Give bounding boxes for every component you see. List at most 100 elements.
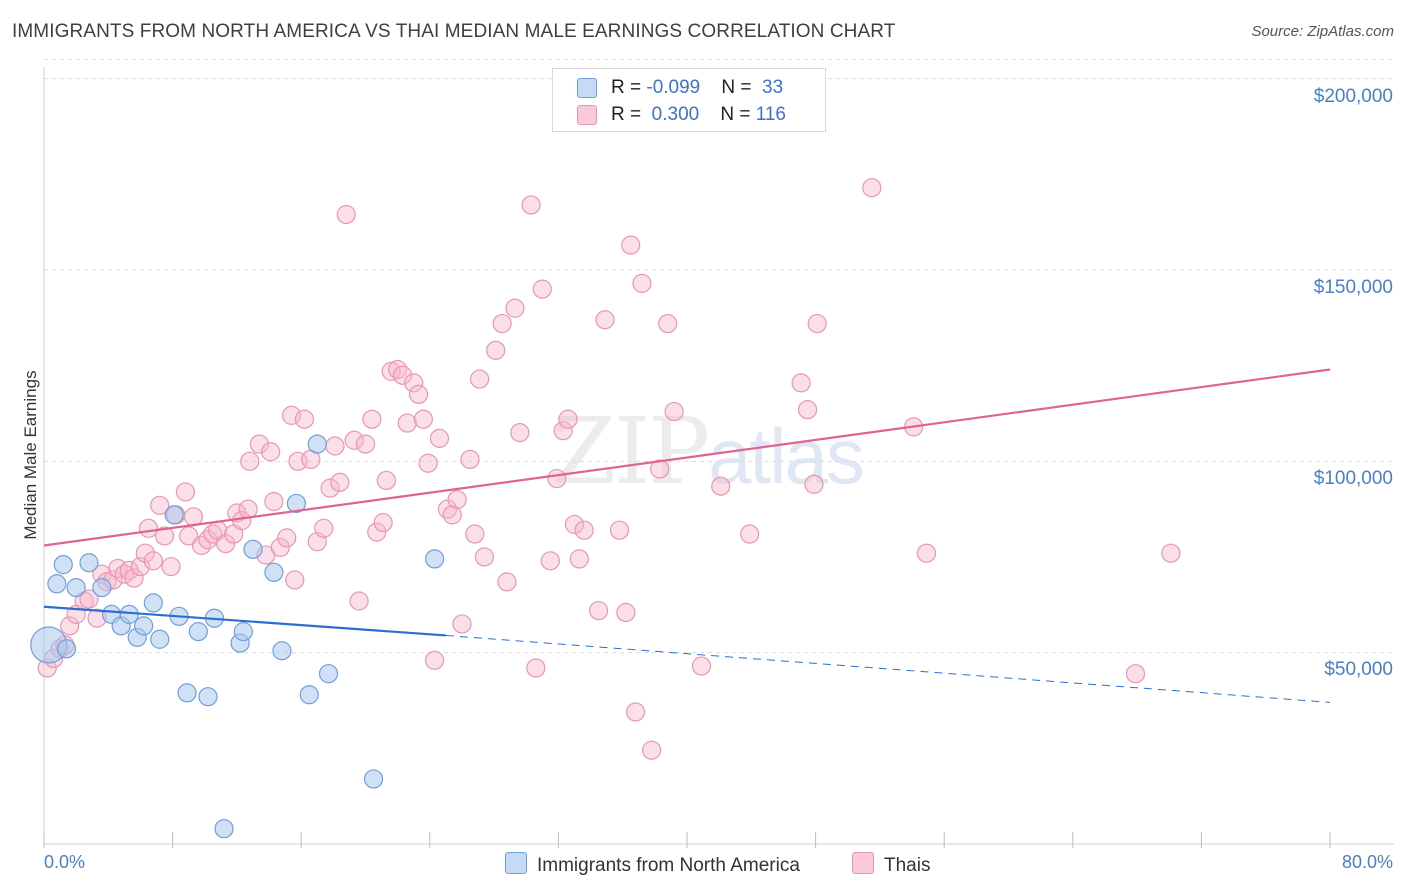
thais-point [281,405,302,425]
north-america-point [134,616,154,636]
north-america-point [272,641,292,661]
thais-point [79,589,99,609]
thais-point [135,543,155,563]
thais-point [588,600,609,621]
thais-point [240,451,260,471]
north-america-point [264,562,284,582]
thais-point [376,470,396,491]
thais-point [264,491,284,512]
thais-point [124,568,144,588]
north-america-point [425,549,445,569]
north-america-point [233,622,253,642]
thais-point [325,436,345,456]
thais-point [138,518,159,538]
n-value: 116 [755,104,786,125]
r-label: R = [611,104,647,125]
thais-point [609,520,630,540]
thais-point [916,543,937,563]
series-name: Immigrants from North America [537,855,800,876]
north-america-point [307,434,327,454]
thais-point [418,453,438,473]
thais-point [344,430,364,450]
thais-point [526,658,546,678]
north-america-point [243,539,263,559]
thais-point [336,204,356,225]
thais-point [740,524,760,544]
thais-point [161,556,181,577]
thais-point [574,520,594,540]
thais-point [442,505,462,525]
thais-point [367,522,387,542]
thais-point [505,298,525,318]
thais-point [1125,664,1146,684]
north-america-point [177,683,197,703]
thais-point [429,428,450,448]
thais-point [238,499,258,519]
thais-point [497,572,517,592]
thais-point [521,195,541,215]
thais-point [143,551,163,571]
north-america-trend-line [43,605,446,637]
thais-point [270,537,290,558]
series-name: Thais [884,855,931,876]
thais-point [650,459,670,479]
thais-point [621,235,641,255]
watermark-atlas: atlas [708,412,865,500]
r-value: 0.300 [651,104,700,125]
thais-point [658,313,678,334]
x-tick-label-max: 80.0% [1341,852,1393,872]
thais-point [558,409,578,429]
thais-point [452,614,472,634]
n-label: N = [720,104,756,125]
north-america-point [214,819,234,839]
chart-title: IMMIGRANTS FROM NORTH AMERICA VS THAI ME… [12,21,896,42]
thais-point [349,591,369,611]
thais-point [154,526,175,546]
r-value: -0.099 [646,77,701,98]
thais-point [285,570,305,590]
thais-trend-line [43,368,1331,547]
thais-point [404,373,424,393]
north-america-point [56,639,77,659]
thais-points [37,178,1181,760]
thais-point [216,533,236,554]
thais-point [616,602,636,623]
thais-point [492,313,512,334]
thais-point [664,401,684,422]
thais-point [413,409,433,429]
thais-point [408,384,429,404]
north-america-point [143,593,163,613]
north-america-point [47,574,67,594]
thais-point [294,409,315,429]
thais-point [532,279,552,299]
north-america-point [198,687,218,707]
watermark-zip: ZIP [552,398,710,505]
thais-point [465,524,485,544]
thais-point [355,434,376,454]
thais-point [175,482,196,502]
thais-point [392,365,413,385]
thais-point [397,413,417,433]
y-tick-label: $150,000 [1313,277,1393,298]
axes [43,67,1394,848]
watermark: ZIPatlas [552,398,865,505]
grid-lines [44,59,1394,654]
north-america-points [30,434,445,839]
north-america-point [66,578,86,598]
thais-point [470,369,490,389]
thais-point [691,656,712,676]
n-label: N = [721,77,757,98]
thais-point [632,273,652,293]
legend-swatch-pink [577,105,597,125]
thais-point [540,551,560,571]
thais-point [150,495,170,515]
stats-legend: R = -0.099 N = 33 R = 0.300 N = 116 [552,68,826,132]
thais-point [179,526,199,546]
thais-point [277,528,297,548]
thais-point [625,702,646,722]
thais-point [711,476,731,496]
thais-point [249,434,270,454]
thais-point [862,178,882,198]
north-america-point [164,505,184,525]
thais-point [460,449,480,470]
